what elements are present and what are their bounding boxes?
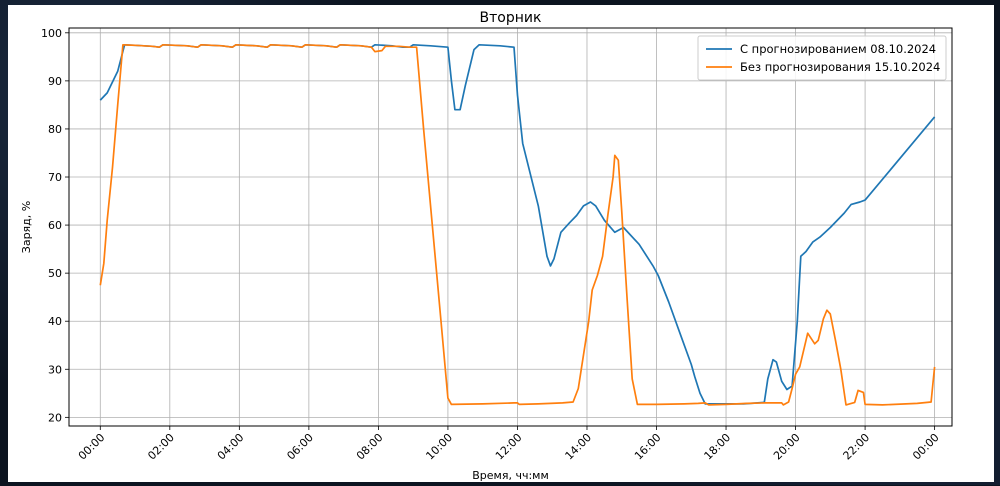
- x-tick-label: 20:00: [771, 431, 803, 463]
- x-tick-label: 14:00: [562, 431, 594, 463]
- y-tick-label: 20: [48, 411, 62, 424]
- legend-label-series-1: С прогнозированием 08.10.2024: [740, 42, 936, 56]
- figure-panel: 00:00 02:00 04:00 06:00 08:00 10:00 12:00 14:00…: [8, 5, 994, 482]
- y-tick-label: 90: [48, 75, 62, 88]
- x-axis-label: Время, чч:мм: [472, 469, 549, 482]
- legend-box: [697, 35, 947, 81]
- y-tick-label: 50: [48, 267, 62, 280]
- y-axis-label: Заряд, %: [20, 201, 33, 253]
- y-tick-label: 60: [48, 219, 62, 232]
- x-tick-label: 00:00: [76, 431, 108, 463]
- y-tick-label: 30: [48, 363, 62, 376]
- x-tick-label: 04:00: [215, 431, 247, 463]
- legend-label-series-2: Без прогнозирования 15.10.2024: [740, 60, 940, 74]
- legend: С прогнозированием 08.10.2024 Без прогно…: [697, 35, 947, 81]
- x-tick-label: 06:00: [284, 431, 316, 463]
- y-tick-label: 80: [48, 123, 62, 136]
- x-tick-label: 12:00: [493, 431, 525, 463]
- x-tick-label: 22:00: [841, 431, 873, 463]
- grid: [69, 28, 952, 426]
- x-tick-label: 00:00: [910, 431, 942, 463]
- chart-title: Вторник: [480, 10, 542, 26]
- x-tick-label: 08:00: [354, 431, 386, 463]
- x-tick-label: 18:00: [702, 431, 734, 463]
- y-tick-label: 100: [41, 27, 62, 40]
- x-tick-label: 16:00: [632, 431, 664, 463]
- ticks: 00:00 02:00 04:00 06:00 08:00 10:00 12:00 14:00…: [41, 27, 942, 463]
- y-tick-label: 70: [48, 171, 62, 184]
- x-tick-label: 10:00: [423, 431, 455, 463]
- line-chart: 00:00 02:00 04:00 06:00 08:00 10:00 12:00 14:00…: [20, 10, 953, 482]
- axes-frame: [68, 27, 953, 427]
- series-line-2: [99, 43, 936, 406]
- x-tick-label: 02:00: [145, 431, 177, 463]
- y-tick-label: 40: [48, 315, 62, 328]
- series-layer: [99, 43, 936, 406]
